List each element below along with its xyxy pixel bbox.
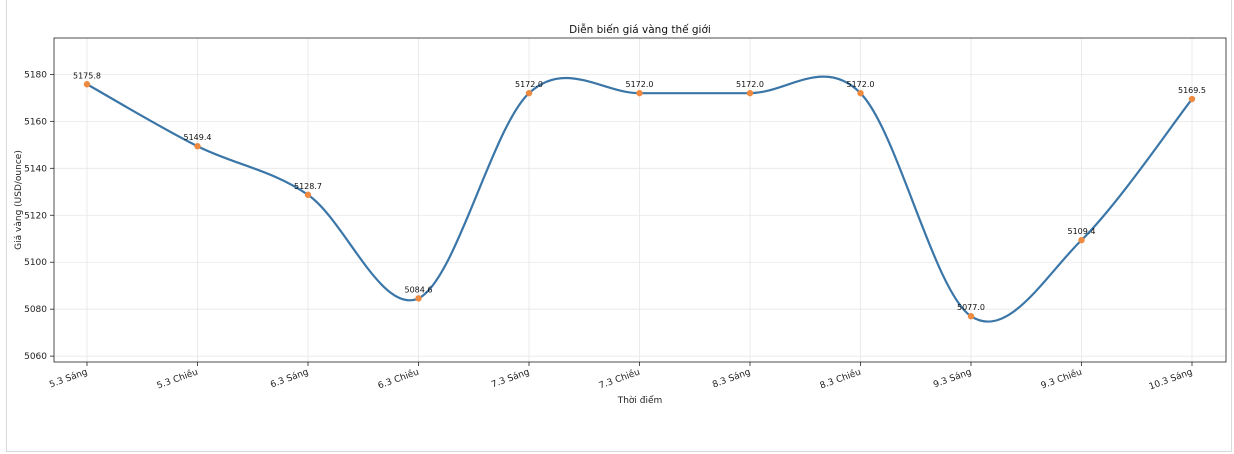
x-tick-label: 5.3 Sáng [48, 367, 89, 390]
data-point [83, 81, 91, 88]
data-label: 5109.4 [1068, 227, 1096, 236]
x-tick-label: 5.3 Chiều [155, 366, 199, 391]
data-point [967, 313, 975, 320]
data-label: 5077.0 [957, 303, 985, 312]
y-axis: 5060 5080 5100 5120 5140 5160 5180 [24, 70, 54, 362]
x-tick-label: 6.3 Sáng [269, 367, 310, 390]
data-label: 5172.0 [736, 80, 764, 89]
x-tick-label: 9.3 Sáng [932, 367, 973, 390]
data-point [304, 191, 312, 199]
y-tick-label: 5120 [24, 211, 47, 221]
x-tick-label: 7.3 Chiều [597, 366, 641, 391]
chart-title: Diễn biến giá vàng thế giới [569, 23, 711, 36]
data-label: 5172.0 [515, 80, 543, 89]
data-point [746, 89, 754, 97]
x-axis: 5.3 Sáng 5.3 Chiều 6.3 Sáng 6.3 Chiều 7.3 Sá… [48, 362, 1194, 392]
data-point [525, 89, 533, 97]
data-label: 5128.7 [294, 182, 322, 191]
data-point [1188, 95, 1196, 103]
y-tick-label: 5060 [24, 352, 47, 362]
data-label: 5172.0 [847, 80, 875, 89]
data-labels: 5175.8 5149.4 5128.7 5084.6 5172.0 5172.0 5172… [73, 71, 1206, 312]
x-tick-label: 7.3 Sáng [490, 367, 531, 390]
data-label: 5149.4 [184, 133, 212, 142]
grid [54, 38, 1226, 362]
data-label: 5175.8 [73, 71, 101, 80]
y-tick-label: 5160 [24, 117, 47, 127]
data-point [636, 89, 643, 97]
chart-frame [6, 0, 1232, 452]
data-label: 5084.6 [405, 285, 433, 294]
data-label: 5172.0 [626, 80, 654, 89]
data-point [857, 89, 864, 97]
data-label: 5169.5 [1178, 86, 1206, 95]
x-tick-label: 8.3 Sáng [711, 367, 752, 390]
y-tick-label: 5100 [24, 258, 47, 268]
data-point [194, 143, 201, 150]
y-axis-label: Giá vàng (USD/ounce) [14, 150, 24, 250]
x-tick-label: 9.3 Chiều [1039, 366, 1083, 391]
data-point [1078, 236, 1085, 244]
data-points [83, 81, 1196, 320]
x-axis-label: Thời điểm [617, 395, 663, 406]
plot-area [53, 37, 1227, 363]
x-tick-label: 10.3 Sáng [1148, 367, 1194, 392]
y-tick-label: 5140 [24, 164, 47, 174]
x-tick-label: 6.3 Chiều [376, 366, 420, 391]
x-tick-label: 8.3 Chiều [818, 366, 862, 391]
data-point [415, 295, 422, 302]
y-tick-label: 5080 [24, 305, 47, 315]
y-tick-label: 5180 [24, 70, 47, 80]
